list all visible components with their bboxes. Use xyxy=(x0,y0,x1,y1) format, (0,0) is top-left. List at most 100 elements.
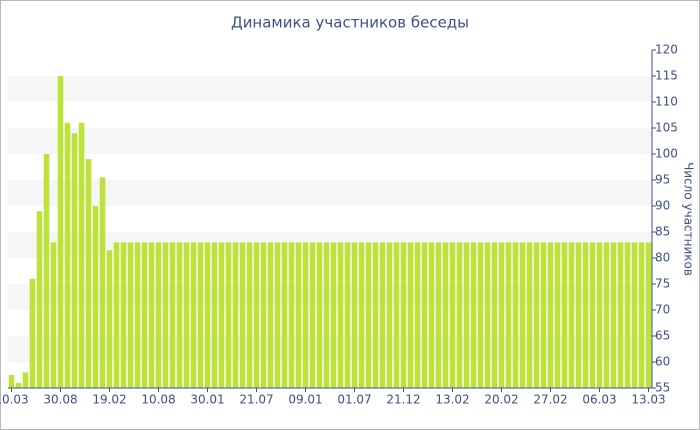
bar xyxy=(407,242,414,388)
y-tick-label: 95 xyxy=(655,173,670,187)
bar xyxy=(120,242,127,388)
bar xyxy=(232,242,239,388)
x-tick-label: 21.12 xyxy=(386,393,420,407)
bar xyxy=(568,242,575,388)
bar xyxy=(50,242,57,388)
bar xyxy=(519,242,526,388)
bar xyxy=(372,242,379,388)
bar xyxy=(225,242,232,388)
bar xyxy=(281,242,288,388)
bar xyxy=(603,242,610,388)
bar xyxy=(218,242,225,388)
bar xyxy=(575,242,582,388)
bar xyxy=(71,133,78,388)
bar xyxy=(169,242,176,388)
bar xyxy=(442,242,449,388)
bar xyxy=(22,372,29,388)
bar xyxy=(64,122,71,389)
y-tick-label: 110 xyxy=(655,95,678,109)
bar xyxy=(498,242,505,388)
bar xyxy=(183,242,190,388)
bar xyxy=(624,242,631,388)
bar xyxy=(547,242,554,388)
bar xyxy=(15,382,22,388)
bar xyxy=(204,242,211,388)
bar xyxy=(533,242,540,388)
bar xyxy=(638,242,645,388)
bar xyxy=(358,242,365,388)
bar xyxy=(92,206,99,388)
bar xyxy=(428,242,435,388)
bar xyxy=(645,242,652,388)
bar xyxy=(330,242,337,388)
y-axis-label: Число участников xyxy=(682,162,696,276)
bar xyxy=(57,76,64,388)
y-tick-label: 105 xyxy=(655,121,678,135)
bar xyxy=(162,242,169,388)
bar xyxy=(512,242,519,388)
bar xyxy=(344,242,351,388)
bar xyxy=(106,250,113,388)
x-tick-label: 20.02 xyxy=(484,393,518,407)
bar xyxy=(561,242,568,388)
y-tick-label: 70 xyxy=(655,303,670,317)
bar xyxy=(267,242,274,388)
y-tick-label: 120 xyxy=(655,43,678,57)
bar xyxy=(85,159,92,388)
bar xyxy=(505,242,512,388)
bar xyxy=(190,242,197,388)
bar xyxy=(246,242,253,388)
chart-title: Динамика участников беседы xyxy=(231,14,469,32)
y-tick-label: 55 xyxy=(655,381,670,395)
bar xyxy=(274,242,281,388)
x-tick-label: 13.03 xyxy=(631,393,665,407)
y-tick-label: 60 xyxy=(655,355,670,369)
bar xyxy=(631,242,638,388)
bar xyxy=(470,242,477,388)
bar xyxy=(540,242,547,388)
bar xyxy=(29,278,36,388)
bar xyxy=(526,242,533,388)
bar xyxy=(610,242,617,388)
bar xyxy=(309,242,316,388)
bar xyxy=(365,242,372,388)
bar xyxy=(99,177,106,388)
bar xyxy=(554,242,561,388)
bar xyxy=(393,242,400,388)
bar xyxy=(253,242,260,388)
bar xyxy=(323,242,330,388)
grid-band xyxy=(8,76,652,102)
bar xyxy=(316,242,323,388)
bar xyxy=(148,242,155,388)
x-tick-label: 13.02 xyxy=(435,393,469,407)
y-tick-label: 65 xyxy=(655,329,670,343)
y-tick-label: 85 xyxy=(655,225,670,239)
bar xyxy=(239,242,246,388)
bar xyxy=(421,242,428,388)
bar xyxy=(43,154,50,388)
x-tick-label: 30.08 xyxy=(43,393,77,407)
y-tick-label: 75 xyxy=(655,277,670,291)
bar xyxy=(8,375,15,388)
y-tick-label: 80 xyxy=(655,251,670,265)
bar xyxy=(400,242,407,388)
bar xyxy=(582,242,589,388)
bar xyxy=(127,242,134,388)
x-tick-label: 19.02 xyxy=(92,393,126,407)
y-tick-label: 115 xyxy=(655,69,678,83)
bar xyxy=(379,242,386,388)
x-tick-label: 30.01 xyxy=(190,393,224,407)
bar xyxy=(337,242,344,388)
bar xyxy=(134,242,141,388)
bar xyxy=(113,242,120,388)
y-tick-label: 100 xyxy=(655,147,678,161)
bar xyxy=(141,242,148,388)
y-tick-label: 90 xyxy=(655,199,670,213)
bar xyxy=(596,242,603,388)
bar xyxy=(351,242,358,388)
bar xyxy=(211,242,218,388)
bar xyxy=(36,211,43,388)
bar xyxy=(302,242,309,388)
grid-band xyxy=(8,128,652,154)
